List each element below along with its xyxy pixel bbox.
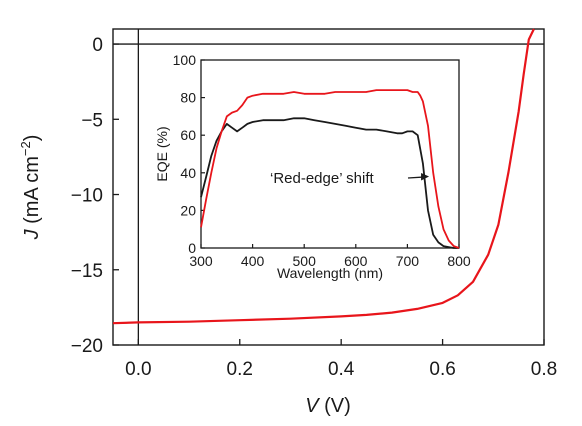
inset-x-tick-label: 300 xyxy=(189,253,213,269)
inset-x-ticks: 300 400 500 600 700 800 xyxy=(189,244,471,269)
inset-y-tick-label: 20 xyxy=(180,202,196,218)
main-y-axis-title: J (mA cm−2) xyxy=(18,135,43,241)
y-tick-label: 0 xyxy=(92,35,103,56)
y-tick-label: −5 xyxy=(81,110,103,131)
main-x-ticks: 0.0 0.2 0.4 0.6 0.8 xyxy=(125,339,557,380)
main-x-axis-title: V (V) xyxy=(305,395,351,417)
inset-x-tick-label: 700 xyxy=(396,253,420,269)
x-tick-label: 0.2 xyxy=(227,359,253,380)
red-edge-shift-annotation: ‘Red-edge’ shift xyxy=(270,170,374,187)
inset-y-tick-label: 80 xyxy=(180,90,196,106)
inset-y-tick-label: 40 xyxy=(180,165,196,181)
eqe-curve-black xyxy=(200,117,459,249)
annotation-arrow-shaft xyxy=(407,176,424,179)
jv-curve xyxy=(112,28,535,325)
eqe-curve-red xyxy=(200,89,460,249)
inset-y-tick-label: 0 xyxy=(188,240,196,256)
y-tick-label: −20 xyxy=(71,336,103,357)
inset-y-axis-title: EQE (%) xyxy=(154,126,170,181)
inset-x-tick-label: 400 xyxy=(241,253,265,269)
main-y-ticks: 0 −5 −10 −15 −20 xyxy=(71,35,119,357)
inset-plot-frame xyxy=(200,59,460,249)
main-plot-frame xyxy=(112,28,545,346)
x-tick-label: 0.0 xyxy=(125,359,151,380)
inset-y-tick-label: 100 xyxy=(173,52,197,68)
x-tick-label: 0.6 xyxy=(429,359,455,380)
x-tick-label: 0.8 xyxy=(531,359,557,380)
annotation-arrow xyxy=(407,173,430,181)
x-tick-label: 0.4 xyxy=(328,359,355,380)
inset-x-tick-label: 500 xyxy=(293,253,317,269)
main-series xyxy=(112,28,535,325)
y-tick-label: −10 xyxy=(71,186,103,207)
inset-x-tick-label: 800 xyxy=(447,253,471,269)
inset-y-tick-label: 60 xyxy=(180,127,196,143)
inset-x-axis-title: Wavelength (nm) xyxy=(277,265,383,281)
main-zero-lines xyxy=(113,29,544,345)
inset-x-tick-label: 600 xyxy=(344,253,368,269)
inset-y-ticks: 0 20 40 60 80 100 xyxy=(173,52,205,256)
annotation-arrow-head xyxy=(421,173,430,181)
inset-series xyxy=(200,89,460,249)
y-tick-label: −15 xyxy=(71,261,103,282)
